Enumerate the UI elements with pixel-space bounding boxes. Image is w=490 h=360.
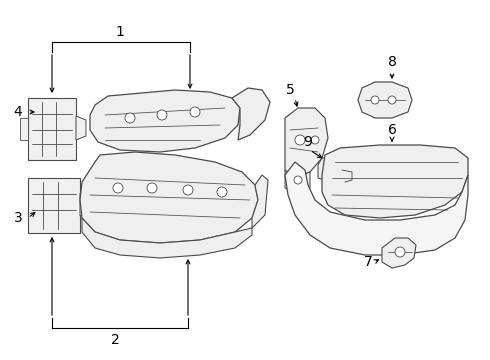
Polygon shape bbox=[232, 88, 270, 140]
Circle shape bbox=[295, 135, 305, 145]
Polygon shape bbox=[90, 90, 240, 152]
Circle shape bbox=[157, 110, 167, 120]
Polygon shape bbox=[285, 162, 468, 255]
Text: 3: 3 bbox=[14, 211, 23, 225]
Polygon shape bbox=[76, 116, 86, 140]
Circle shape bbox=[217, 187, 227, 197]
Polygon shape bbox=[20, 118, 28, 140]
Circle shape bbox=[388, 96, 396, 104]
Circle shape bbox=[395, 247, 405, 257]
Polygon shape bbox=[82, 218, 252, 258]
Polygon shape bbox=[28, 98, 76, 160]
Circle shape bbox=[294, 176, 302, 184]
Circle shape bbox=[183, 185, 193, 195]
Polygon shape bbox=[28, 178, 80, 233]
Polygon shape bbox=[322, 145, 468, 218]
Polygon shape bbox=[80, 193, 90, 216]
Circle shape bbox=[147, 183, 157, 193]
Polygon shape bbox=[318, 158, 348, 182]
Text: 5: 5 bbox=[286, 83, 294, 97]
Text: 6: 6 bbox=[388, 123, 396, 137]
Polygon shape bbox=[358, 82, 412, 118]
Text: 8: 8 bbox=[388, 55, 396, 69]
Text: 9: 9 bbox=[304, 135, 313, 149]
Circle shape bbox=[311, 136, 319, 144]
Polygon shape bbox=[285, 108, 328, 178]
Polygon shape bbox=[80, 152, 258, 243]
Text: 1: 1 bbox=[116, 25, 124, 39]
Polygon shape bbox=[382, 238, 416, 268]
Circle shape bbox=[113, 183, 123, 193]
Polygon shape bbox=[252, 175, 268, 228]
Text: 7: 7 bbox=[364, 255, 372, 269]
Circle shape bbox=[125, 113, 135, 123]
Text: 2: 2 bbox=[111, 333, 120, 347]
Polygon shape bbox=[285, 170, 310, 192]
Circle shape bbox=[371, 96, 379, 104]
Circle shape bbox=[190, 107, 200, 117]
Text: 4: 4 bbox=[14, 105, 23, 119]
